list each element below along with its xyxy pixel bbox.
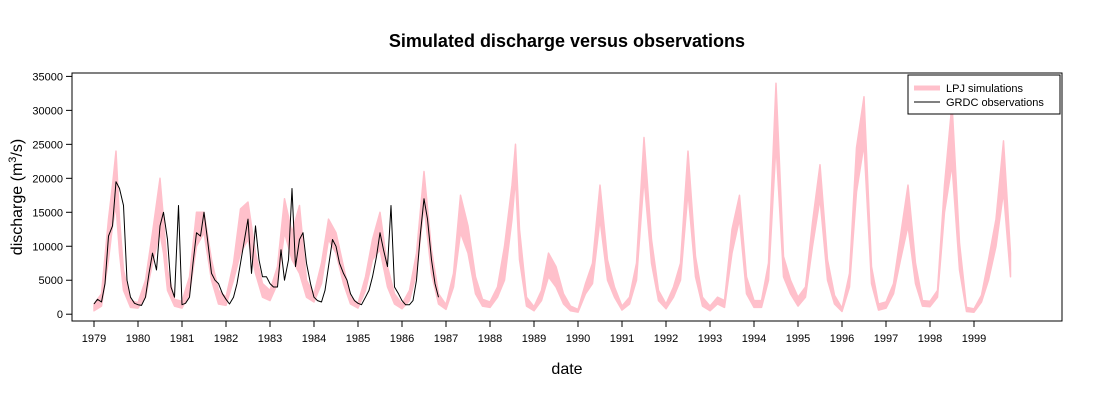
y-tick-label: 35000 (32, 71, 63, 83)
chart-title: Simulated discharge versus observations (389, 31, 745, 51)
x-tick-label: 1995 (786, 333, 810, 345)
x-tick-label: 1990 (566, 333, 590, 345)
series-grdc-observations (93, 181, 439, 306)
y-axis-label-sup: 3 (7, 157, 19, 163)
y-axis-label: discharge (m3/s) (7, 139, 26, 255)
x-tick-label: 1998 (918, 333, 942, 345)
x-tick-label: 1987 (434, 333, 458, 345)
y-tick-label: 0 (57, 309, 63, 321)
y-axis-label-end: /s) (9, 139, 26, 157)
y-tick-label: 25000 (32, 139, 63, 151)
series-lpj-simulations (93, 82, 1012, 313)
legend-label-observations: GRDC observations (946, 97, 1044, 109)
legend: LPJ simulations GRDC observations (907, 74, 1061, 115)
x-axis: 1979 1980 1981 1982 1983 1984 1985 1986 1987 1988… (82, 320, 986, 345)
y-tick-label: 15000 (32, 207, 63, 219)
x-tick-label: 1993 (698, 333, 722, 345)
y-tick-label: 10000 (32, 241, 63, 253)
y-axis-label-main: discharge (m (9, 163, 26, 255)
y-tick-label: 20000 (32, 173, 63, 185)
x-tick-label: 1986 (390, 333, 414, 345)
x-tick-label: 1996 (830, 333, 854, 345)
x-tick-label: 1981 (170, 333, 194, 345)
y-tick-label: 30000 (32, 105, 63, 117)
x-tick-label: 1980 (126, 333, 150, 345)
x-tick-label: 1994 (742, 333, 766, 345)
y-axis: 0 5000 10000 15000 20000 25000 30000 35000 (32, 71, 72, 321)
x-tick-label: 1997 (874, 333, 898, 345)
x-tick-label: 1988 (478, 333, 502, 345)
x-tick-label: 1999 (962, 333, 986, 345)
legend-label-simulations: LPJ simulations (946, 83, 1024, 95)
x-axis-label: date (551, 361, 582, 378)
x-tick-label: 1982 (214, 333, 238, 345)
y-tick-label: 5000 (39, 275, 63, 287)
x-tick-label: 1985 (346, 333, 370, 345)
legend-box (907, 74, 1061, 115)
x-tick-label: 1984 (302, 333, 326, 345)
x-tick-label: 1983 (258, 333, 282, 345)
x-tick-label: 1979 (82, 333, 106, 345)
x-tick-label: 1989 (522, 333, 546, 345)
x-tick-label: 1992 (654, 333, 678, 345)
x-tick-label: 1991 (610, 333, 634, 345)
series-layer (93, 82, 1012, 313)
